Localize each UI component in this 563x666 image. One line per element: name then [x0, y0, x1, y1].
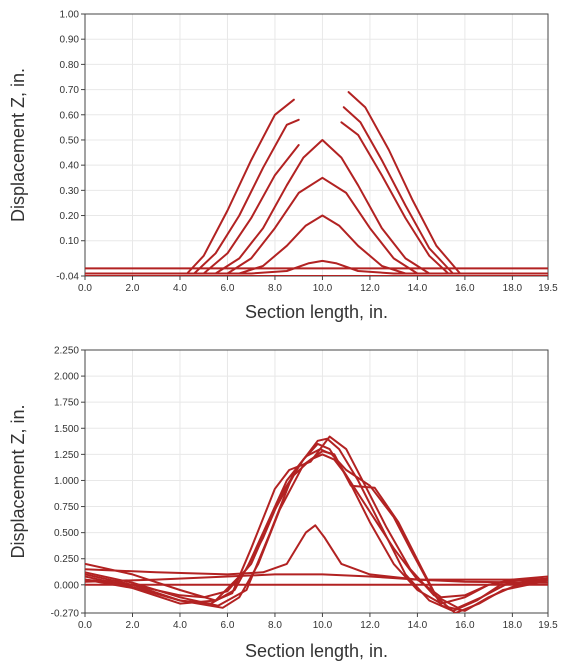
- x-tick-label: 12.0: [360, 283, 380, 294]
- series-line-3: [85, 259, 548, 275]
- y-tick-label: 0.750: [54, 502, 79, 513]
- series-group: [85, 91, 548, 276]
- chart-bottom: 0.0 2.0 4.0 6.0 8.0 10.0 12.0 14.0 16.0 18.0 19.5 -…: [8, 346, 558, 662]
- series-line-7: [85, 144, 300, 275]
- y-tick-label: 1.500: [54, 424, 79, 435]
- x-tick-label: 8.0: [268, 283, 282, 294]
- y-tick-label: -0.04: [56, 272, 79, 283]
- y-tick-label: 0.50: [60, 135, 80, 146]
- y-tick-label: 0.250: [54, 554, 79, 565]
- series-line-9: [85, 448, 548, 613]
- plot-frame: [84, 349, 549, 614]
- x-tick-label: 19.5: [538, 620, 558, 631]
- x-axis-label: Section length, in.: [245, 302, 388, 322]
- y-tick-label: 0.60: [60, 110, 80, 121]
- y-tick-label: 0.70: [60, 85, 80, 96]
- y-tick-label: 0.30: [60, 186, 80, 197]
- x-tick-label: 19.5: [538, 283, 558, 294]
- chart-top: 0.0 2.0 4.0 6.0 8.0 10.0 12.0 14.0 16.0 18.0 19.5 -…: [8, 10, 558, 323]
- x-tick-label: 6.0: [221, 620, 235, 631]
- x-tick-label: 4.0: [173, 283, 187, 294]
- x-tick-label: 14.0: [408, 620, 428, 631]
- series-line-8: [85, 450, 548, 612]
- y-tick-label: 2.000: [54, 372, 79, 383]
- y-tick-label: 1.250: [54, 450, 79, 461]
- series-line-4: [85, 214, 548, 275]
- x-tick-label: 14.0: [408, 283, 428, 294]
- y-tick-label: 0.80: [60, 60, 80, 71]
- series-line-6: [85, 139, 548, 275]
- x-axis-label: Section length, in.: [245, 641, 388, 661]
- x-tick-label: 0.0: [78, 283, 92, 294]
- series-line-12: [347, 91, 548, 275]
- y-tick-label: 1.000: [54, 476, 79, 487]
- series-line-2: [85, 573, 548, 584]
- y-tick-label: 0.20: [60, 211, 80, 222]
- series-line-5: [85, 176, 548, 275]
- y-tick-label: 0.000: [54, 580, 79, 591]
- y-axis-label: Displacement Z, in.: [8, 404, 28, 558]
- series-line-11: [342, 106, 548, 275]
- y-tick-label: 0.10: [60, 236, 80, 247]
- x-tick-label: 18.0: [503, 283, 523, 294]
- series-group: [85, 435, 548, 613]
- series-line-9: [85, 98, 295, 275]
- x-tick-label: 10.0: [313, 620, 333, 631]
- x-tick-label: 10.0: [313, 283, 333, 294]
- x-tick-label: 6.0: [221, 283, 235, 294]
- x-tick-label: 2.0: [126, 620, 140, 631]
- y-tick-label: 0.500: [54, 528, 79, 539]
- x-tick-label: 0.0: [78, 620, 92, 631]
- y-axis-label: Displacement Z, in.: [8, 68, 28, 222]
- x-tick-label: 16.0: [455, 283, 475, 294]
- y-tick-label: 0.40: [60, 161, 80, 172]
- series-line-8: [85, 118, 300, 275]
- x-tick-label: 8.0: [268, 620, 282, 631]
- x-tick-label: 16.0: [455, 620, 475, 631]
- series-line-10: [340, 121, 548, 275]
- y-tick-label: -0.270: [51, 609, 80, 620]
- x-tick-label: 18.0: [503, 620, 523, 631]
- series-line-3: [85, 524, 548, 581]
- y-tick-label: 1.00: [60, 10, 80, 21]
- x-tick-label: 12.0: [360, 620, 380, 631]
- x-tick-label: 4.0: [173, 620, 187, 631]
- x-tick-label: 2.0: [126, 283, 140, 294]
- y-tick-label: 1.750: [54, 398, 79, 409]
- y-tick-label: 0.90: [60, 35, 80, 46]
- y-tick-label: 2.250: [54, 346, 79, 357]
- series-line-4: [85, 453, 548, 599]
